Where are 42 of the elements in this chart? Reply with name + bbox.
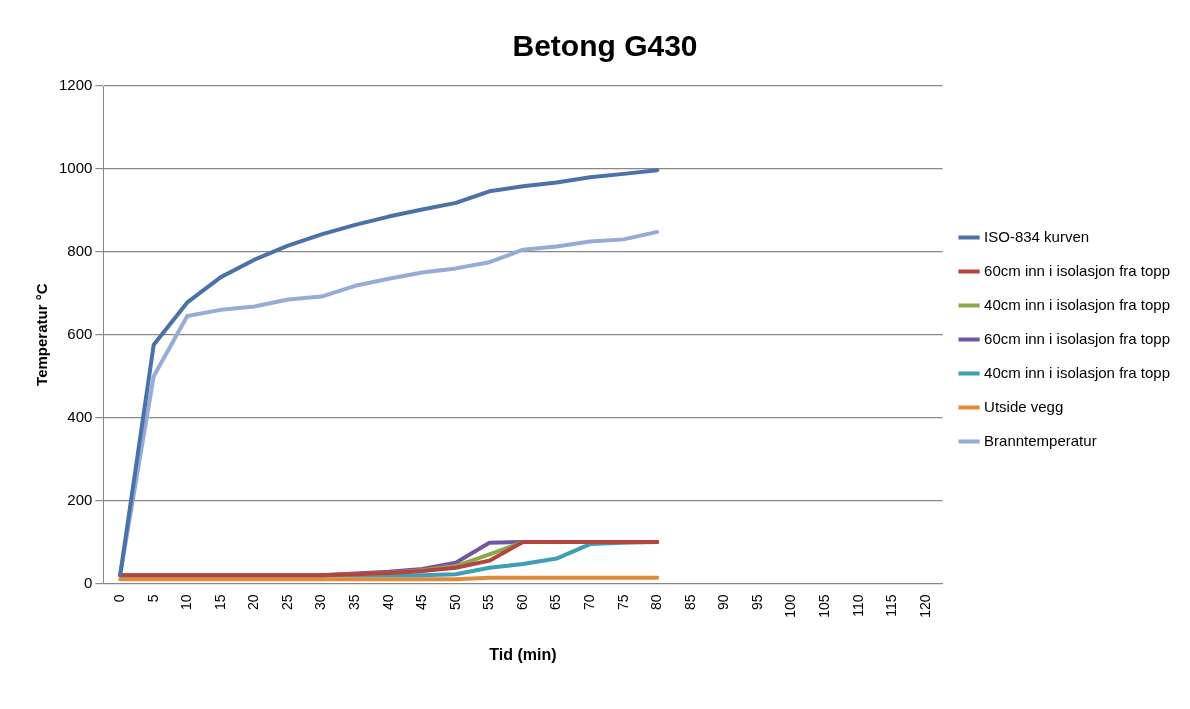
y-tick-label: 200 — [67, 490, 93, 508]
legend-label: ISO-834 kurven — [984, 227, 1090, 245]
x-tick-label: 80 — [648, 594, 665, 611]
legend-label: 40cm inn i isolasjon fra topp — [984, 295, 1170, 313]
x-tick-label: 5 — [144, 594, 161, 603]
chart-title: Betong G430 — [512, 29, 698, 63]
x-tick-label: 75 — [614, 594, 631, 611]
legend-label: 40cm inn i isolasjon fra topp — [984, 363, 1170, 381]
y-tick-label: 600 — [67, 324, 93, 342]
x-axis-title: Tid (min) — [489, 645, 557, 663]
legend-label: Branntemperatur — [984, 431, 1097, 449]
x-tick-label: 85 — [681, 594, 698, 611]
x-tick-label: 70 — [580, 594, 597, 611]
x-tick-label: 105 — [815, 594, 832, 618]
x-tick-label: 115 — [883, 594, 900, 617]
y-tick-label: 800 — [67, 241, 93, 259]
x-tick-label: 10 — [178, 594, 195, 611]
x-tick-label: 40 — [379, 594, 396, 611]
y-axis-title: Temperatur °C — [33, 283, 51, 386]
legend-label: Utside vegg — [984, 397, 1064, 415]
x-tick-label: 60 — [513, 594, 530, 611]
x-tick-label: 15 — [211, 594, 228, 611]
y-tick-label: 400 — [67, 407, 93, 425]
x-tick-label: 30 — [312, 594, 329, 611]
x-tick-label: 55 — [480, 594, 497, 611]
x-tick-label: 90 — [715, 594, 732, 611]
legend-label: 60cm inn i isolasjon fra topp — [984, 329, 1170, 347]
x-tick-label: 65 — [547, 594, 564, 611]
x-tick-label: 20 — [245, 594, 262, 611]
x-tick-label: 45 — [413, 594, 430, 611]
y-tick-label: 1000 — [58, 159, 93, 177]
x-tick-label: 120 — [916, 594, 933, 618]
x-tick-label: 110 — [849, 594, 866, 617]
y-tick-label: 0 — [84, 573, 93, 591]
x-tick-label: 50 — [446, 594, 463, 611]
legend-label: 60cm inn i isolasjon fra topp — [984, 261, 1170, 279]
x-tick-label: 25 — [278, 594, 295, 611]
x-tick-label: 0 — [111, 594, 128, 603]
x-tick-label: 35 — [345, 594, 362, 611]
x-tick-label: 100 — [782, 594, 799, 618]
x-tick-label: 95 — [748, 594, 765, 611]
y-tick-label: 1200 — [58, 76, 93, 94]
